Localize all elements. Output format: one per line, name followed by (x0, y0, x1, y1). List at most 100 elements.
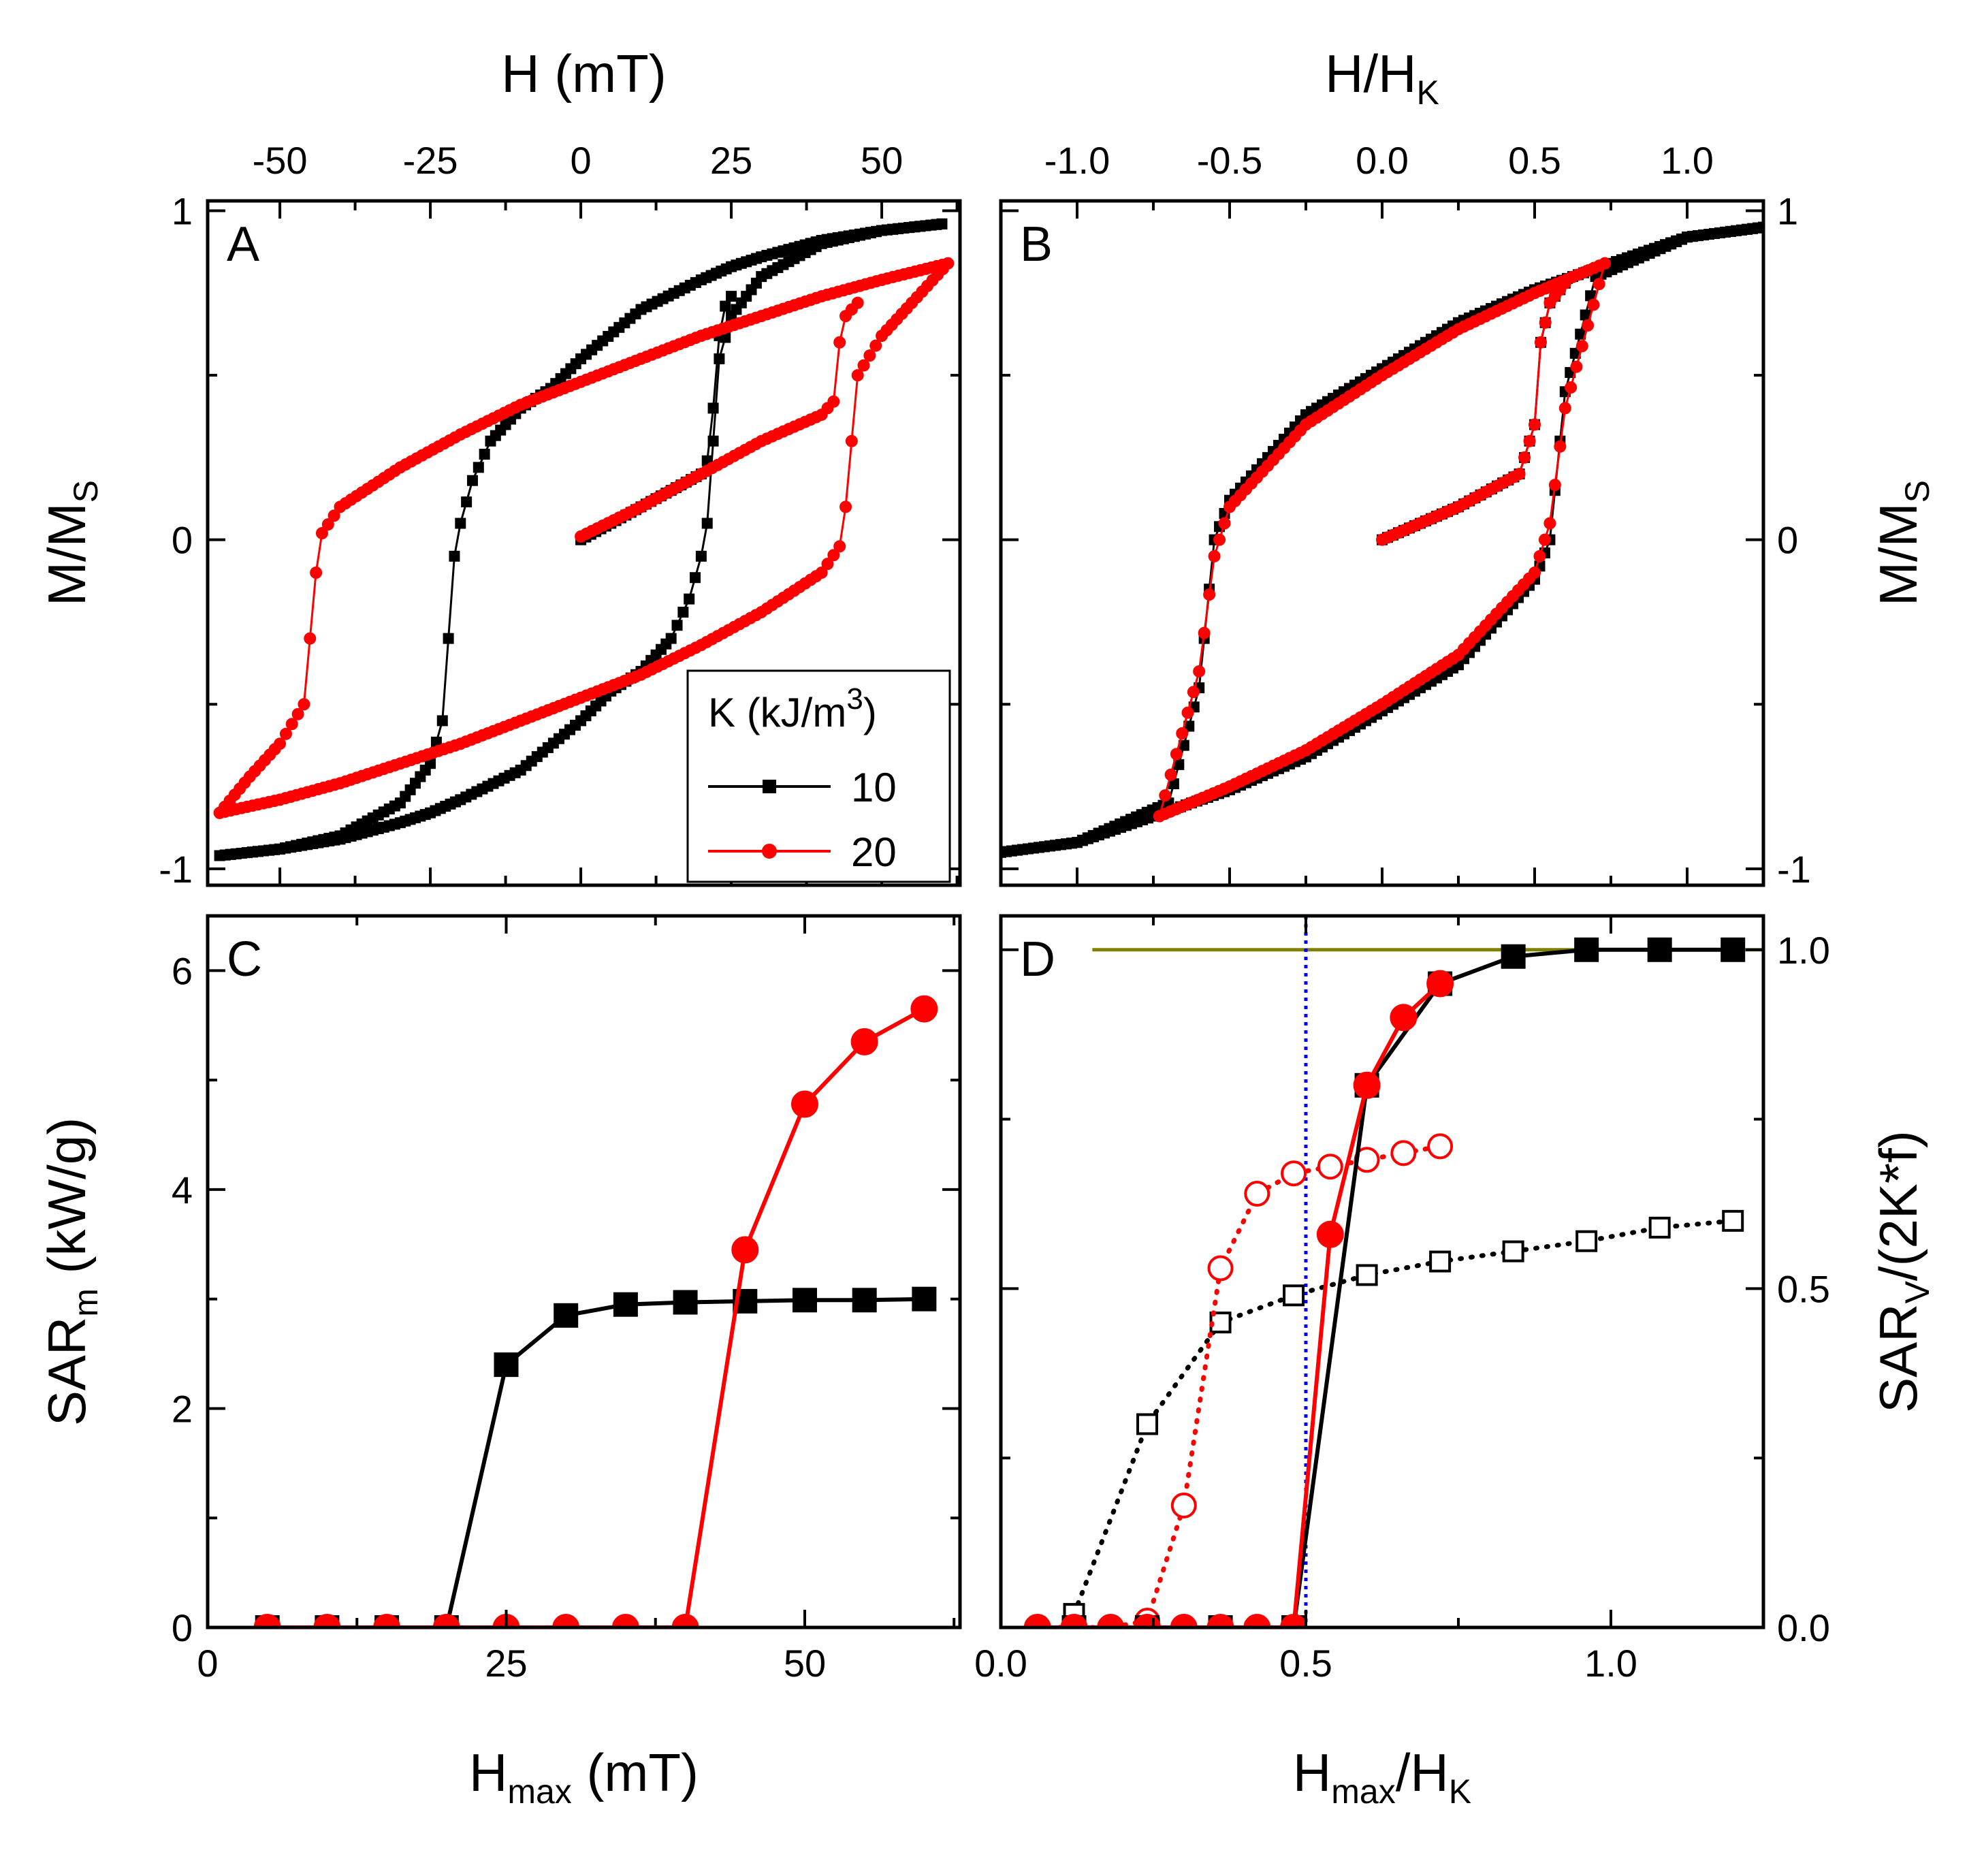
panel-letter-d: D (1020, 932, 1055, 987)
data-point (701, 518, 713, 529)
data-point (1316, 1220, 1344, 1248)
y-axis-title-d: SARV/(2K*f) (1868, 1130, 1936, 1413)
data-point (1565, 381, 1578, 394)
legend-box (686, 669, 951, 883)
data-point (1213, 533, 1226, 546)
x-tick-label: 25 (710, 139, 752, 182)
y-axis-title-d-part: /(2K*f) (1868, 1130, 1928, 1281)
data-point (1722, 1209, 1744, 1232)
series-20 (253, 995, 938, 1627)
panel-a-axes (206, 199, 962, 887)
data-point (613, 1292, 638, 1317)
data-point (673, 1290, 698, 1315)
y-tick-label: 4 (172, 1168, 193, 1211)
data-point (942, 257, 955, 270)
data-point (1647, 937, 1672, 962)
data-point (910, 995, 938, 1023)
data-point (1533, 550, 1546, 562)
x-tick-label: 0 (197, 1642, 218, 1685)
data-point (821, 558, 834, 571)
y-axis-title-b-part: M/M (1868, 503, 1928, 606)
top-axis-title-b-part: K (1416, 74, 1439, 112)
data-point (1648, 1216, 1671, 1239)
data-point (1097, 1614, 1125, 1627)
series-20 (213, 257, 955, 819)
data-point (1187, 686, 1200, 699)
y-tick-label: 0 (1777, 519, 1798, 562)
legend-title-part: ) (863, 690, 877, 735)
data-point (466, 475, 478, 486)
legend: K (kJ/m3) 10 20 (686, 669, 951, 883)
x-tick-label: -25 (403, 139, 458, 182)
data-point (1353, 1071, 1381, 1099)
series-line (267, 1007, 925, 1627)
data-point (690, 572, 701, 584)
y-tick-label: 2 (172, 1387, 193, 1430)
data-point (833, 336, 846, 349)
data-point (1539, 316, 1552, 329)
y-tick-label: -1 (1777, 848, 1811, 891)
data-point (298, 698, 310, 711)
data-point (552, 1614, 580, 1627)
x-tick-label: 0.5 (1279, 1642, 1332, 1685)
data-point (1558, 402, 1571, 415)
data-point (1575, 1230, 1598, 1252)
data-point (1023, 1614, 1051, 1627)
panel-c-plot (253, 995, 938, 1627)
panel-a-plot (213, 218, 955, 861)
data-point (1554, 440, 1567, 453)
data-point (852, 1288, 877, 1313)
data-point (1574, 937, 1599, 962)
data-point (1721, 937, 1746, 962)
data-point (1534, 336, 1547, 349)
data-point (334, 500, 347, 513)
top-axis-title-a: H (mT) (501, 44, 667, 104)
data-point (1518, 451, 1531, 464)
data-point (1543, 517, 1556, 530)
data-point (1159, 789, 1172, 802)
data-point (313, 1614, 341, 1627)
data-point (726, 291, 737, 302)
y-axis-title-a-part: S (67, 480, 105, 503)
panel-d-frame (999, 914, 1765, 1629)
data-point (1429, 1250, 1452, 1273)
y-axis-title-a-part: M/M (37, 503, 97, 606)
data-point (671, 1614, 699, 1627)
data-point (554, 1303, 579, 1328)
data-point (863, 349, 876, 362)
data-point (310, 566, 323, 579)
x-tick-label: 0 (571, 139, 592, 182)
data-point (1426, 970, 1454, 998)
data-point (479, 449, 490, 460)
data-point (857, 359, 870, 372)
data-point (1570, 360, 1583, 373)
legend-label: 20 (851, 829, 897, 875)
data-point (436, 715, 448, 727)
y-axis-title-c-part: (kW/g) (37, 1117, 97, 1288)
panel-c-axes (206, 914, 962, 1629)
y-tick-label: 6 (172, 949, 193, 992)
data-point (1529, 566, 1541, 579)
data-point (1193, 665, 1206, 678)
data-point (449, 550, 460, 562)
x-tick-label: 1.0 (1661, 139, 1714, 182)
y-tick-label: 1.0 (1777, 929, 1830, 972)
data-point (1502, 1240, 1524, 1262)
data-point (1538, 533, 1551, 546)
data-point (1198, 626, 1211, 639)
data-point (432, 1614, 460, 1627)
data-point (1283, 1284, 1305, 1307)
data-point (1281, 1160, 1307, 1187)
data-point (671, 620, 683, 631)
data-point (833, 540, 846, 553)
data-point (936, 218, 948, 229)
x-tick-label: 1.0 (1584, 1642, 1637, 1685)
y-axis-title-a: M/MS (37, 480, 105, 606)
data-point (1206, 1614, 1234, 1627)
data-point (1529, 418, 1541, 431)
x-tick-label: 0.0 (974, 1642, 1027, 1685)
data-point (1170, 1614, 1198, 1627)
data-point (839, 500, 852, 513)
data-point (611, 1614, 639, 1627)
